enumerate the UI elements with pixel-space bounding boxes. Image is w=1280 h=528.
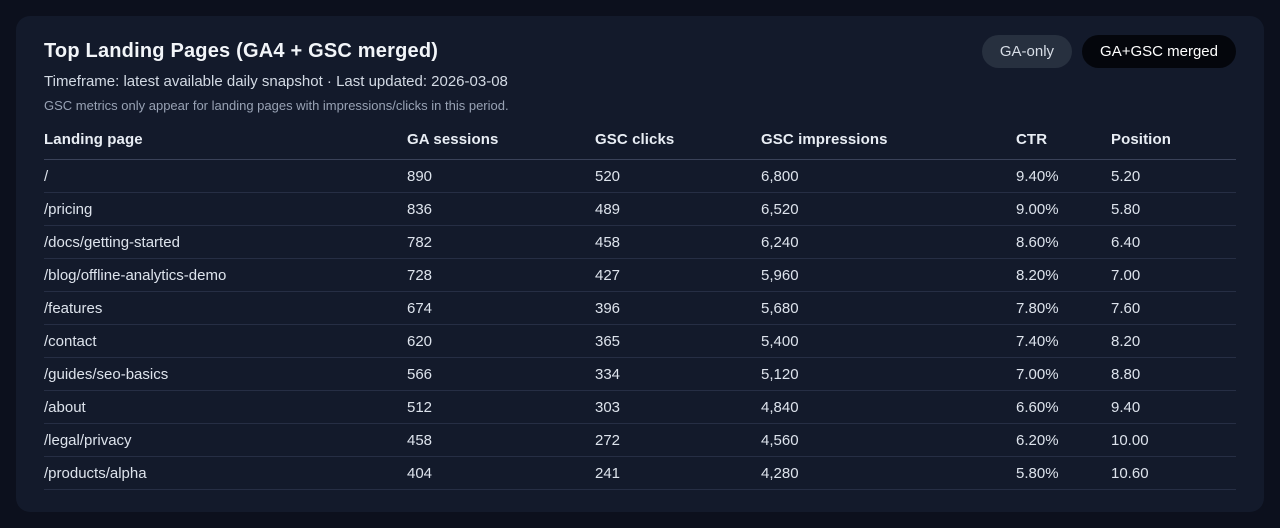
table-row: /docs/getting-started 782 458 6,240 8.60% 6.4… [44,225,1236,259]
card-header-text: Top Landing Pages (GA4 + GSC merged) Tim… [44,38,509,114]
metric-cell-gsc-impressions: 6,520 [761,192,1016,226]
landing-page-cell: /blog/offline-analytics-demo [44,258,407,292]
column-header-gsc-clicks: GSC clicks [595,131,761,160]
landing-page-cell: /guides/seo-basics [44,357,407,391]
landing-page-cell: /contact [44,324,407,358]
metric-cell-gsc-clicks: 396 [595,291,761,325]
column-header-ga-sessions: GA sessions [407,131,595,160]
metric-cell-ctr: 7.80% [1016,291,1111,325]
metric-cell-ctr: 8.20% [1016,258,1111,292]
metric-cell-position: 5.80 [1111,192,1236,226]
metric-cell-gsc-impressions: 6,240 [761,225,1016,259]
metric-cell-position: 9.40 [1111,390,1236,424]
toggle-ga-only[interactable]: GA-only [981,35,1073,68]
gsc-metrics-note: GSC metrics only appear for landing page… [44,98,509,113]
metric-cell-gsc-clicks: 272 [595,423,761,457]
metric-cell-gsc-impressions: 5,960 [761,258,1016,292]
column-header-position: Position [1111,131,1236,160]
metric-cell-ctr: 6.60% [1016,390,1111,424]
landing-page-cell: /docs/getting-started [44,225,407,259]
landing-page-cell: /products/alpha [44,456,407,490]
metric-cell-ctr: 6.20% [1016,423,1111,457]
metric-cell-gsc-clicks: 334 [595,357,761,391]
metric-cell-ctr: 5.80% [1016,456,1111,490]
metric-cell-ga-sessions: 674 [407,291,595,325]
metric-cell-ga-sessions: 890 [407,159,595,193]
metric-cell-position: 8.80 [1111,357,1236,391]
metric-cell-gsc-clicks: 489 [595,192,761,226]
page-title: Top Landing Pages (GA4 + GSC merged) [44,40,439,62]
table-row: /features 674 396 5,680 7.80% 7.60 [44,291,1236,325]
table-row: /legal/privacy 458 272 4,560 6.20% 10.00 [44,423,1236,457]
metric-cell-ga-sessions: 620 [407,324,595,358]
metric-cell-gsc-clicks: 365 [595,324,761,358]
table-row: /about 512 303 4,840 6.60% 9.40 [44,390,1236,424]
timeframe-subtitle: Timeframe: latest available daily snapsh… [44,73,508,90]
metric-cell-gsc-clicks: 427 [595,258,761,292]
metric-cell-ctr: 7.40% [1016,324,1111,358]
table-row: /pricing 836 489 6,520 9.00% 5.80 [44,192,1236,226]
metric-cell-gsc-impressions: 4,280 [761,456,1016,490]
metric-cell-gsc-clicks: 241 [595,456,761,490]
metric-cell-gsc-clicks: 458 [595,225,761,259]
metric-cell-ga-sessions: 458 [407,423,595,457]
metric-cell-position: 8.20 [1111,324,1236,358]
metric-cell-gsc-impressions: 5,680 [761,291,1016,325]
column-header-landing-page: Landing page [44,131,407,160]
landing-page-cell: /pricing [44,192,407,226]
metric-cell-ga-sessions: 566 [407,357,595,391]
metric-cell-gsc-impressions: 4,560 [761,423,1016,457]
view-toggle-group: GA-only GA+GSC merged [981,35,1236,68]
metric-cell-ga-sessions: 512 [407,390,595,424]
card-header: Top Landing Pages (GA4 + GSC merged) Tim… [44,35,1236,114]
table-row: /guides/seo-basics 566 334 5,120 7.00% 8.80 [44,357,1236,391]
table-row: /products/alpha 404 241 4,280 5.80% 10.60 [44,456,1236,490]
table-row: /contact 620 365 5,400 7.40% 8.20 [44,324,1236,358]
column-header-ctr: CTR [1016,131,1111,160]
metric-cell-ctr: 9.00% [1016,192,1111,226]
metric-cell-gsc-impressions: 5,120 [761,357,1016,391]
metric-cell-ctr: 8.60% [1016,225,1111,259]
metric-cell-ctr: 9.40% [1016,159,1111,193]
metric-cell-position: 7.60 [1111,291,1236,325]
landing-page-cell: / [44,159,407,193]
metric-cell-position: 5.20 [1111,159,1236,193]
landing-page-cell: /about [44,390,407,424]
landing-pages-table: Landing page GA sessions GSC clicks GSC imp… [44,131,1236,490]
metric-cell-gsc-impressions: 4,840 [761,390,1016,424]
metric-cell-ga-sessions: 836 [407,192,595,226]
metric-cell-gsc-impressions: 6,800 [761,159,1016,193]
metric-cell-gsc-clicks: 520 [595,159,761,193]
landing-page-cell: /features [44,291,407,325]
metric-cell-ctr: 7.00% [1016,357,1111,391]
landing-pages-card: Top Landing Pages (GA4 + GSC merged) Tim… [16,16,1264,512]
column-header-gsc-impressions: GSC impressions [761,131,1016,160]
metric-cell-position: 7.00 [1111,258,1236,292]
metric-cell-position: 6.40 [1111,225,1236,259]
landing-page-cell: /legal/privacy [44,423,407,457]
toggle-ga-gsc-merged[interactable]: GA+GSC merged [1082,35,1236,68]
metric-cell-gsc-impressions: 5,400 [761,324,1016,358]
table-row: /blog/offline-analytics-demo 728 427 5,960 8… [44,258,1236,292]
metric-cell-position: 10.00 [1111,423,1236,457]
metric-cell-gsc-clicks: 303 [595,390,761,424]
metric-cell-ga-sessions: 728 [407,258,595,292]
metric-cell-ga-sessions: 782 [407,225,595,259]
table-header-row: Landing page GA sessions GSC clicks GSC imp… [44,131,1236,160]
table-row: /890 520 6,800 9.40% 5.20 [44,159,1236,193]
metric-cell-ga-sessions: 404 [407,456,595,490]
metric-cell-position: 10.60 [1111,456,1236,490]
